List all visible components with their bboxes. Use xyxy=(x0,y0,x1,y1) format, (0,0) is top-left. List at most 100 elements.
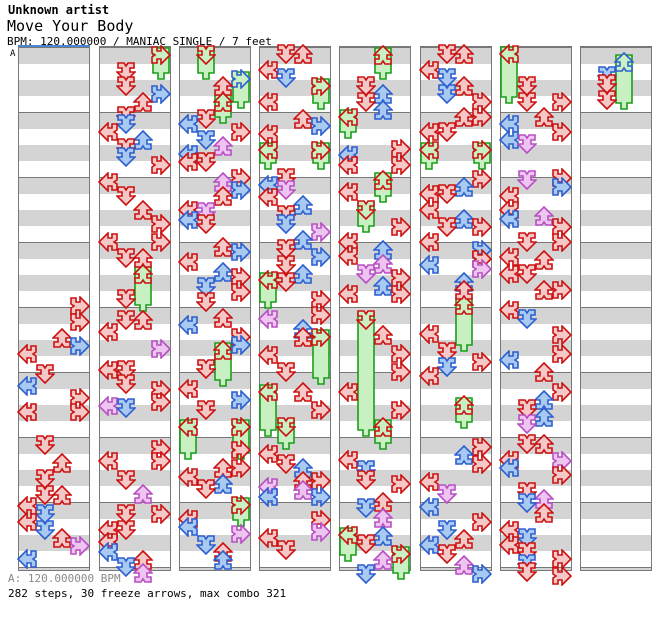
note-right xyxy=(472,437,492,457)
note-down xyxy=(517,92,537,112)
note-left xyxy=(258,345,278,365)
note-right xyxy=(231,122,251,142)
note-left xyxy=(258,528,278,548)
note-right xyxy=(472,169,492,189)
note-left xyxy=(178,210,198,230)
note-right xyxy=(391,284,411,304)
note-down xyxy=(356,76,376,96)
note-left xyxy=(98,232,118,252)
freeze-head-up xyxy=(213,340,233,360)
note-up xyxy=(534,362,554,382)
note-right xyxy=(311,487,331,507)
note-up xyxy=(293,327,313,347)
note-down xyxy=(116,557,136,577)
note-up xyxy=(133,484,153,504)
note-up xyxy=(373,276,393,296)
freeze-head-up xyxy=(454,395,474,415)
note-down xyxy=(276,214,296,234)
note-left xyxy=(419,324,439,344)
freeze-head-right xyxy=(151,45,171,65)
note-right xyxy=(552,280,572,300)
note-left xyxy=(338,382,358,402)
note-down xyxy=(116,470,136,490)
note-right xyxy=(70,388,90,408)
freeze-head-down xyxy=(196,45,216,65)
bpm-difficulty-info: BPM: 120.000000 / MANIAC SINGLE / 7 feet xyxy=(7,35,272,48)
freeze-head-down xyxy=(356,200,376,220)
note-down xyxy=(116,520,136,540)
freeze-head-left xyxy=(258,382,278,402)
note-up xyxy=(534,407,554,427)
note-right xyxy=(472,352,492,372)
note-up xyxy=(534,107,554,127)
note-down xyxy=(597,90,617,110)
note-up xyxy=(213,237,233,257)
note-left xyxy=(338,155,358,175)
note-up xyxy=(454,209,474,229)
note-left xyxy=(178,379,198,399)
note-down xyxy=(196,152,216,172)
note-up xyxy=(293,230,313,250)
note-down xyxy=(35,469,55,489)
note-left xyxy=(499,247,519,267)
note-right xyxy=(472,259,492,279)
note-down xyxy=(116,398,136,418)
note-left xyxy=(499,520,519,540)
freeze-head-left xyxy=(338,107,358,127)
note-left xyxy=(17,344,37,364)
note-right xyxy=(70,402,90,422)
note-down xyxy=(356,564,376,584)
freeze-head-up xyxy=(454,295,474,315)
note-up xyxy=(133,200,153,220)
note-right xyxy=(552,451,572,471)
note-right xyxy=(472,107,492,127)
note-up xyxy=(454,280,474,300)
note-up xyxy=(373,254,393,274)
note-down xyxy=(437,217,457,237)
note-left xyxy=(178,467,198,487)
note-down xyxy=(196,479,216,499)
note-down xyxy=(356,470,376,490)
freeze-head-right xyxy=(231,495,251,515)
note-up xyxy=(534,250,554,270)
bpm-marker-label: A xyxy=(10,49,16,59)
note-up xyxy=(373,550,393,570)
note-down xyxy=(35,504,55,524)
note-down xyxy=(276,540,296,560)
note-left xyxy=(98,122,118,142)
freeze-head-right xyxy=(391,544,411,564)
note-up xyxy=(133,92,153,112)
note-down xyxy=(437,44,457,64)
note-up xyxy=(52,453,72,473)
note-down xyxy=(116,76,136,96)
note-down xyxy=(356,534,376,554)
note-right xyxy=(391,400,411,420)
note-right xyxy=(552,232,572,252)
note-down xyxy=(437,68,457,88)
note-down xyxy=(276,255,296,275)
note-down xyxy=(356,498,376,518)
freeze-head-up xyxy=(213,92,233,112)
note-down xyxy=(116,248,136,268)
note-down xyxy=(116,310,136,330)
note-down xyxy=(276,180,296,200)
note-left xyxy=(258,124,278,144)
note-down xyxy=(196,214,216,234)
note-left xyxy=(419,472,439,492)
note-left xyxy=(98,172,118,192)
note-right xyxy=(472,217,492,237)
note-down xyxy=(517,493,537,513)
note-left xyxy=(258,92,278,112)
note-down xyxy=(517,434,537,454)
note-right xyxy=(151,232,171,252)
note-right xyxy=(151,155,171,175)
note-down xyxy=(517,562,537,582)
note-left xyxy=(419,122,439,142)
note-up xyxy=(293,264,313,284)
note-right xyxy=(552,549,572,569)
note-down xyxy=(356,92,376,112)
note-right xyxy=(151,504,171,524)
freeze-head-right xyxy=(311,327,331,347)
note-up xyxy=(52,528,72,548)
note-down xyxy=(517,170,537,190)
